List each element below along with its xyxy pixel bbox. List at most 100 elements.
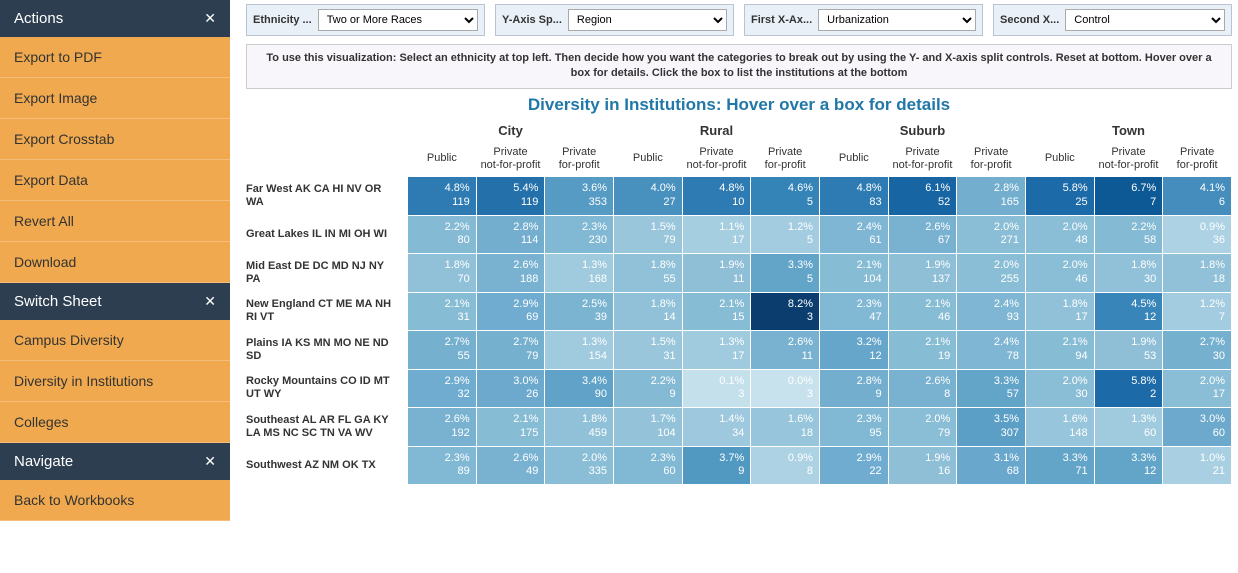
heatmap-cell[interactable]: 4.0%27 (614, 177, 683, 216)
heatmap-cell[interactable]: 2.3%47 (819, 292, 888, 331)
heatmap-cell[interactable]: 1.6%18 (751, 408, 820, 447)
sidebar-item[interactable]: Download (0, 242, 230, 283)
heatmap-cell[interactable]: 2.4%61 (819, 215, 888, 254)
heatmap-cell[interactable]: 1.3%17 (682, 331, 751, 370)
heatmap-cell[interactable]: 2.8%114 (476, 215, 545, 254)
heatmap-cell[interactable]: 2.1%19 (888, 331, 957, 370)
sidebar-item[interactable]: Export Image (0, 78, 230, 119)
heatmap-cell[interactable]: 1.3%168 (545, 254, 614, 293)
heatmap-cell[interactable]: 1.8%459 (545, 408, 614, 447)
heatmap-cell[interactable]: 5.4%119 (476, 177, 545, 216)
heatmap-cell[interactable]: 4.5%12 (1094, 292, 1163, 331)
filter-select[interactable]: Urbanization (818, 9, 976, 31)
heatmap-cell[interactable]: 2.3%60 (614, 446, 683, 485)
sidebar-item[interactable]: Export Data (0, 160, 230, 201)
heatmap-cell[interactable]: 2.9%22 (819, 446, 888, 485)
heatmap-cell[interactable]: 2.0%335 (545, 446, 614, 485)
heatmap-cell[interactable]: 2.2%58 (1094, 215, 1163, 254)
heatmap-cell[interactable]: 1.8%17 (1025, 292, 1094, 331)
heatmap-cell[interactable]: 2.0%255 (957, 254, 1026, 293)
close-icon[interactable]: ✕ (204, 10, 216, 27)
heatmap-cell[interactable]: 3.6%353 (545, 177, 614, 216)
heatmap-cell[interactable]: 2.0%271 (957, 215, 1026, 254)
heatmap-cell[interactable]: 1.8%55 (614, 254, 683, 293)
heatmap-cell[interactable]: 2.6%192 (408, 408, 477, 447)
heatmap-cell[interactable]: 1.9%137 (888, 254, 957, 293)
sidebar-item[interactable]: Back to Workbooks (0, 480, 230, 521)
close-icon[interactable]: ✕ (204, 293, 216, 310)
heatmap-cell[interactable]: 2.3%89 (408, 446, 477, 485)
heatmap-cell[interactable]: 2.9%32 (408, 369, 477, 408)
sidebar-item[interactable]: Revert All (0, 201, 230, 242)
heatmap-cell[interactable]: 1.7%104 (614, 408, 683, 447)
heatmap-cell[interactable]: 1.8%14 (614, 292, 683, 331)
heatmap-cell[interactable]: 2.0%48 (1025, 215, 1094, 254)
heatmap-cell[interactable]: 4.8%83 (819, 177, 888, 216)
heatmap-cell[interactable]: 1.3%60 (1094, 408, 1163, 447)
sidebar-item[interactable]: Export to PDF (0, 37, 230, 78)
heatmap-cell[interactable]: 2.9%69 (476, 292, 545, 331)
heatmap-cell[interactable]: 1.8%18 (1163, 254, 1232, 293)
heatmap-cell[interactable]: 3.1%68 (957, 446, 1026, 485)
heatmap-cell[interactable]: 2.1%46 (888, 292, 957, 331)
heatmap-cell[interactable]: 2.8%165 (957, 177, 1026, 216)
heatmap-cell[interactable]: 3.3%12 (1094, 446, 1163, 485)
heatmap-cell[interactable]: 2.0%46 (1025, 254, 1094, 293)
heatmap-cell[interactable]: 3.0%26 (476, 369, 545, 408)
heatmap-cell[interactable]: 2.6%8 (888, 369, 957, 408)
heatmap-cell[interactable]: 0.1%3 (682, 369, 751, 408)
heatmap-cell[interactable]: 0.9%36 (1163, 215, 1232, 254)
heatmap-cell[interactable]: 2.3%230 (545, 215, 614, 254)
sidebar-item[interactable]: Colleges (0, 402, 230, 443)
heatmap-cell[interactable]: 2.2%9 (614, 369, 683, 408)
heatmap-cell[interactable]: 2.1%15 (682, 292, 751, 331)
heatmap-cell[interactable]: 2.6%67 (888, 215, 957, 254)
heatmap-cell[interactable]: 1.8%70 (408, 254, 477, 293)
heatmap-cell[interactable]: 4.8%119 (408, 177, 477, 216)
heatmap-cell[interactable]: 2.4%93 (957, 292, 1026, 331)
heatmap-cell[interactable]: 1.8%30 (1094, 254, 1163, 293)
heatmap-cell[interactable]: 2.6%188 (476, 254, 545, 293)
heatmap-cell[interactable]: 2.3%95 (819, 408, 888, 447)
filter-select[interactable]: Two or More Races (318, 9, 478, 31)
heatmap-cell[interactable]: 3.5%307 (957, 408, 1026, 447)
heatmap-cell[interactable]: 2.7%55 (408, 331, 477, 370)
heatmap-cell[interactable]: 8.2%3 (751, 292, 820, 331)
heatmap-cell[interactable]: 1.6%148 (1025, 408, 1094, 447)
heatmap-cell[interactable]: 2.7%79 (476, 331, 545, 370)
heatmap-cell[interactable]: 3.0%60 (1163, 408, 1232, 447)
heatmap-cell[interactable]: 1.5%79 (614, 215, 683, 254)
heatmap-cell[interactable]: 1.1%17 (682, 215, 751, 254)
close-icon[interactable]: ✕ (204, 453, 216, 470)
heatmap-cell[interactable]: 1.0%21 (1163, 446, 1232, 485)
heatmap-cell[interactable]: 2.6%49 (476, 446, 545, 485)
heatmap-cell[interactable]: 2.1%94 (1025, 331, 1094, 370)
filter-select[interactable]: Region (568, 9, 727, 31)
heatmap-cell[interactable]: 3.3%71 (1025, 446, 1094, 485)
heatmap-cell[interactable]: 2.0%79 (888, 408, 957, 447)
heatmap-cell[interactable]: 3.7%9 (682, 446, 751, 485)
heatmap-cell[interactable]: 2.0%30 (1025, 369, 1094, 408)
heatmap-cell[interactable]: 4.6%5 (751, 177, 820, 216)
heatmap-cell[interactable]: 2.1%104 (819, 254, 888, 293)
heatmap-cell[interactable]: 2.2%80 (408, 215, 477, 254)
heatmap-cell[interactable]: 0.0%3 (751, 369, 820, 408)
sidebar-item[interactable]: Campus Diversity (0, 320, 230, 361)
heatmap-cell[interactable]: 3.2%12 (819, 331, 888, 370)
heatmap-cell[interactable]: 2.1%175 (476, 408, 545, 447)
heatmap-cell[interactable]: 1.9%16 (888, 446, 957, 485)
heatmap-cell[interactable]: 1.2%7 (1163, 292, 1232, 331)
heatmap-cell[interactable]: 1.4%34 (682, 408, 751, 447)
heatmap-cell[interactable]: 2.1%31 (408, 292, 477, 331)
heatmap-cell[interactable]: 1.9%53 (1094, 331, 1163, 370)
heatmap-cell[interactable]: 2.8%9 (819, 369, 888, 408)
heatmap-cell[interactable]: 1.2%5 (751, 215, 820, 254)
heatmap-cell[interactable]: 2.6%11 (751, 331, 820, 370)
heatmap-cell[interactable]: 0.9%8 (751, 446, 820, 485)
heatmap-cell[interactable]: 1.5%31 (614, 331, 683, 370)
sidebar-item[interactable]: Export Crosstab (0, 119, 230, 160)
heatmap-cell[interactable]: 4.1%6 (1163, 177, 1232, 216)
filter-select[interactable]: Control (1065, 9, 1225, 31)
heatmap-cell[interactable]: 4.8%10 (682, 177, 751, 216)
heatmap-cell[interactable]: 5.8%2 (1094, 369, 1163, 408)
